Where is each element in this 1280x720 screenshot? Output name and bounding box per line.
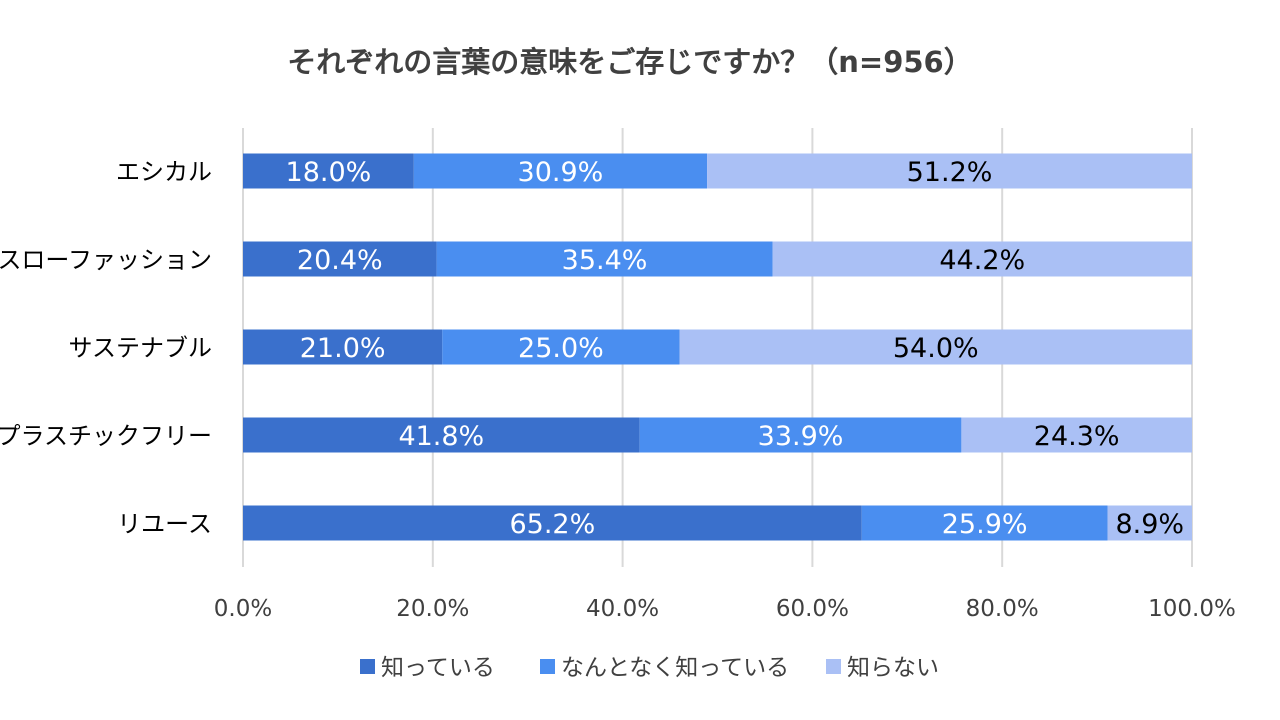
x-tick-label-1: 20.0% (396, 596, 469, 622)
legend-swatch-2 (826, 659, 841, 674)
x-tick-label-5: 100.0% (1148, 596, 1236, 622)
data-label-2-0: 21.0% (300, 333, 386, 364)
data-label-2-1: 25.0% (518, 333, 604, 364)
bar-segment-1-1 (436, 241, 773, 277)
bar-segment-0-1 (413, 153, 708, 189)
data-label-4-2: 8.9% (1115, 509, 1184, 540)
bars: 18.0% 30.9% 51.2% 20.4% 35.4% 44.2% 21.0% 25.0%… (243, 153, 1192, 541)
data-label-1-1: 35.4% (562, 245, 648, 276)
x-tick-label-4: 80.0% (966, 596, 1039, 622)
bar-segment-3-1 (639, 417, 962, 453)
bar-segment-4-1 (861, 505, 1108, 541)
x-tick-label-0: 0.0% (214, 596, 272, 622)
data-label-0-0: 18.0% (286, 157, 372, 188)
data-label-1-0: 20.4% (297, 245, 383, 276)
bar-segment-3-0 (243, 417, 640, 453)
bar-segment-1-0 (243, 241, 437, 277)
x-tick-label-3: 60.0% (776, 596, 849, 622)
bar-segment-2-2 (679, 329, 1192, 365)
data-label-3-2: 24.3% (1034, 421, 1120, 452)
bar-segment-0-2 (707, 153, 1192, 189)
data-label-3-1: 33.9% (758, 421, 844, 452)
legend-label-2: 知らない (847, 655, 939, 681)
bar-segment-1-2 (772, 241, 1192, 277)
category-label-4: リユース (117, 510, 212, 538)
legend-label-0: 知っている (381, 655, 495, 681)
chart-title: それぞれの言葉の意味をご存じですか？（n=956） (287, 45, 972, 79)
bar-segment-2-1 (442, 329, 680, 365)
bar-segment-2-0 (243, 329, 443, 365)
data-label-3-0: 41.8% (398, 421, 484, 452)
data-label-4-1: 25.9% (942, 509, 1028, 540)
data-label-0-2: 51.2% (907, 157, 993, 188)
legend-swatch-1 (540, 659, 555, 674)
legend: 知っている なんとなく知っている 知らない (360, 655, 939, 681)
bar-segment-3-2 (961, 417, 1192, 453)
data-label-4-0: 65.2% (509, 509, 595, 540)
bar-segment-4-0 (243, 505, 862, 541)
bar-segment-4-2 (1107, 505, 1192, 541)
category-label-3: プラスチックフリー (0, 422, 212, 450)
category-label-1: スローファッション (0, 246, 212, 274)
category-label-0: エシカル (116, 158, 212, 186)
category-label-2: サステナブル (68, 334, 212, 362)
legend-label-1: なんとなく知っている (561, 655, 789, 681)
legend-swatch-0 (360, 659, 375, 674)
data-label-2-2: 54.0% (893, 333, 979, 364)
x-axis-tick-labels: 0.0% 20.0% 40.0% 60.0% 80.0% 100.0% (214, 596, 1236, 622)
x-tick-label-2: 40.0% (586, 596, 659, 622)
bar-segment-0-0 (243, 153, 414, 189)
data-label-1-2: 44.2% (939, 245, 1025, 276)
data-label-0-1: 30.9% (518, 157, 604, 188)
